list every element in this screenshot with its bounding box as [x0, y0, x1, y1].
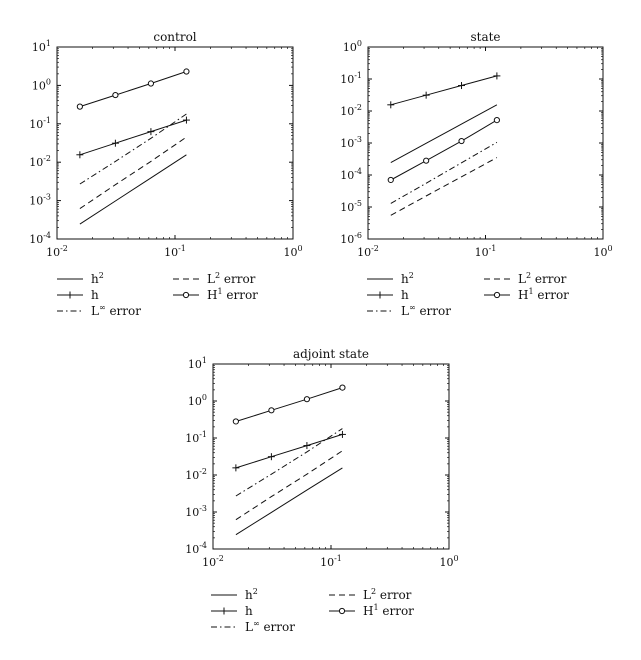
legend-label: H1 error — [518, 287, 569, 302]
series-point-marker — [387, 176, 394, 184]
series-point-marker — [232, 418, 239, 425]
series-4 — [232, 384, 346, 425]
series-line — [235, 387, 343, 422]
series-point-marker — [112, 91, 119, 99]
y-tick-label: 10-6 — [340, 231, 362, 246]
y-tick-label: 101 — [32, 39, 51, 54]
series-0 — [390, 104, 498, 164]
legend-label: h2 — [245, 587, 258, 602]
series-point-marker — [423, 157, 430, 164]
y-tick-label: 10-1 — [29, 116, 51, 131]
legend-label: h2 — [401, 271, 414, 286]
series-line — [79, 113, 187, 185]
y-tick-label: 101 — [188, 356, 207, 371]
series-1 — [387, 72, 501, 109]
series-line — [235, 428, 343, 497]
series-line — [79, 119, 187, 156]
y-tick-label: 10-2 — [29, 154, 51, 169]
x-tick-label: 10-2 — [357, 244, 379, 259]
series-point-marker — [268, 407, 275, 414]
series-line — [235, 433, 343, 469]
x-tick-label: 10-1 — [320, 554, 342, 569]
legend-label: h — [245, 604, 253, 618]
series-point-marker — [339, 384, 346, 391]
x-tick-label: 10-1 — [475, 244, 497, 259]
chart-title: state — [470, 30, 500, 44]
chart-title: adjoint state — [293, 347, 369, 361]
chart-title: control — [153, 30, 196, 44]
y-tick-label: 10-1 — [340, 71, 362, 86]
series-point-marker — [76, 103, 83, 110]
legend-label: h — [401, 288, 409, 302]
x-tick-label: 10-2 — [202, 554, 224, 569]
x-tick-label: 10-1 — [164, 244, 186, 259]
series-3 — [390, 157, 498, 216]
y-tick-label: 10-3 — [340, 135, 362, 150]
legend-label: L2 error — [207, 271, 256, 286]
legend-label: L2 error — [518, 271, 567, 286]
series-line — [79, 71, 187, 108]
series-2 — [235, 428, 343, 497]
y-tick-label: 10-4 — [340, 167, 362, 182]
series-2 — [79, 113, 187, 185]
y-tick-label: 10-2 — [185, 467, 207, 482]
legend-label: L∞ error — [245, 619, 295, 634]
legend-label: H1 error — [363, 603, 414, 618]
series-point-marker — [303, 396, 311, 403]
legend-label: L∞ error — [401, 303, 451, 318]
series-point-marker — [183, 68, 190, 75]
x-tick-label: 100 — [593, 244, 612, 259]
legend-swatch-marker — [338, 607, 346, 615]
legend-swatch-marker — [493, 291, 501, 299]
series-line — [390, 104, 498, 164]
y-tick-label: 10-1 — [185, 430, 207, 445]
legend-label: H1 error — [207, 287, 258, 302]
series-point-marker — [458, 137, 465, 145]
y-tick-label: 10-4 — [185, 541, 207, 556]
chart-0: control 10-4 10-3 10-2 10-1 100 101 10-2 10-1 100… — [29, 30, 302, 318]
series-line — [235, 467, 343, 536]
series-line — [390, 119, 498, 181]
legend-label: h2 — [91, 271, 104, 286]
legend-label: L2 error — [363, 587, 412, 602]
series-line — [390, 141, 498, 204]
x-tick-label: 100 — [283, 244, 302, 259]
series-point-marker — [493, 116, 500, 124]
series-point-marker — [147, 80, 155, 87]
series-4 — [76, 68, 190, 110]
legend: h2 L2 error h H1 error L∞ error — [211, 587, 414, 634]
plot-frame — [367, 46, 604, 240]
series-line — [79, 154, 187, 225]
chart-1: state 10-6 10-5 10-4 10-3 10-2 10-1 100 10-2 10-1… — [340, 30, 612, 318]
series-3 — [235, 450, 343, 521]
series-1 — [76, 116, 190, 159]
x-tick-label: 100 — [439, 554, 458, 569]
chart-2: adjoint state 10-4 10-3 10-2 10-1 100 101 10-2 1… — [185, 347, 458, 634]
y-tick-label: 10-3 — [185, 504, 207, 519]
legend-swatch-marker — [182, 291, 190, 299]
legend: h2 L2 error h H1 error L∞ error — [57, 271, 258, 318]
y-tick-label: 100 — [188, 393, 207, 408]
series-4 — [387, 116, 500, 184]
y-tick-label: 10-5 — [340, 199, 362, 214]
series-line — [390, 75, 498, 106]
series-line — [390, 157, 498, 216]
series-3 — [79, 136, 187, 210]
series-0 — [79, 154, 187, 225]
series-line — [79, 136, 187, 210]
series-line — [235, 450, 343, 521]
series-2 — [390, 141, 498, 204]
legend-label: h — [91, 288, 99, 302]
y-tick-label: 100 — [32, 77, 51, 92]
x-tick-label: 10-2 — [46, 244, 68, 259]
y-tick-label: 10-4 — [29, 231, 51, 246]
legend: h2 L2 error h H1 error L∞ error — [367, 271, 569, 318]
legend-label: L∞ error — [91, 303, 141, 318]
y-tick-label: 10-3 — [29, 193, 51, 208]
y-tick-label: 10-2 — [340, 103, 362, 118]
series-0 — [235, 467, 343, 536]
y-tick-label: 100 — [343, 39, 362, 54]
